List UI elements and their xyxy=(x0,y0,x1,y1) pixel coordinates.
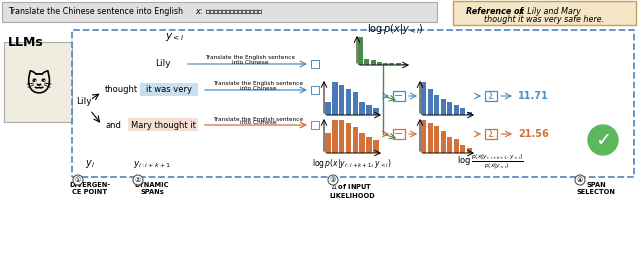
Text: ✓: ✓ xyxy=(595,130,611,150)
Bar xyxy=(467,148,472,153)
Circle shape xyxy=(588,125,618,155)
FancyBboxPatch shape xyxy=(140,83,198,96)
Circle shape xyxy=(73,175,83,185)
Bar xyxy=(360,102,365,115)
Bar xyxy=(377,62,382,65)
Bar xyxy=(383,62,388,65)
Text: into Chinese: into Chinese xyxy=(240,120,276,125)
Bar xyxy=(325,102,331,115)
Bar xyxy=(396,64,401,65)
Bar xyxy=(447,102,452,115)
FancyBboxPatch shape xyxy=(485,129,497,139)
Text: 🐱: 🐱 xyxy=(25,72,51,96)
Text: $\log p(x|y_{<i})$: $\log p(x|y_{<i})$ xyxy=(367,22,424,36)
Bar xyxy=(460,145,465,153)
Bar xyxy=(421,82,426,115)
Bar xyxy=(366,105,372,115)
Bar xyxy=(364,59,369,65)
Text: Translate the English sentence: Translate the English sentence xyxy=(213,81,303,87)
Bar xyxy=(421,120,426,153)
Bar xyxy=(353,92,358,115)
Text: 21.56: 21.56 xyxy=(518,129,548,139)
Text: $\Delta$ of INPUT
LIKELIHOOD: $\Delta$ of INPUT LIKELIHOOD xyxy=(329,182,375,199)
Text: Σ: Σ xyxy=(488,129,494,139)
Bar xyxy=(366,137,372,153)
Text: Reference of: Reference of xyxy=(466,8,525,17)
FancyBboxPatch shape xyxy=(453,1,636,25)
Bar xyxy=(360,133,365,153)
Text: $\log p(x|y_{i:i+k+1}, y_{<i})$: $\log p(x|y_{i:i+k+1}, y_{<i})$ xyxy=(312,157,392,170)
Text: : Lily and Mary: : Lily and Mary xyxy=(522,8,581,17)
Circle shape xyxy=(133,175,143,185)
Text: into Chinese: into Chinese xyxy=(240,85,276,90)
FancyBboxPatch shape xyxy=(393,91,405,101)
Bar xyxy=(346,88,351,115)
Text: $y_i$: $y_i$ xyxy=(85,158,95,170)
FancyBboxPatch shape xyxy=(485,91,497,101)
Text: −: − xyxy=(394,91,404,101)
Bar xyxy=(332,82,337,115)
Bar xyxy=(371,60,376,65)
Bar xyxy=(339,120,344,153)
Bar xyxy=(389,63,394,65)
Bar xyxy=(454,105,459,115)
Bar xyxy=(402,64,407,65)
Text: SPAN
SELECTON: SPAN SELECTON xyxy=(577,182,616,195)
Text: thought: thought xyxy=(105,85,138,95)
FancyBboxPatch shape xyxy=(4,42,72,122)
Text: −: − xyxy=(394,129,404,139)
Text: it was very: it was very xyxy=(146,85,192,95)
Text: Lily: Lily xyxy=(155,60,171,69)
Bar xyxy=(428,123,433,153)
Bar xyxy=(440,131,446,153)
Bar xyxy=(434,125,439,153)
Text: ④: ④ xyxy=(577,177,583,183)
Text: $\log\frac{p(x|y_{i:i+k+1}, y_{<i})}{p(x|y_{<i})}$: $\log\frac{p(x|y_{i:i+k+1}, y_{<i})}{p(x… xyxy=(457,153,524,172)
Bar xyxy=(428,88,433,115)
Bar xyxy=(440,99,446,115)
Bar xyxy=(447,137,452,153)
Text: DIVERGEN-
CE POINT: DIVERGEN- CE POINT xyxy=(69,182,111,195)
Text: Translate the English sentence: Translate the English sentence xyxy=(213,116,303,122)
Bar xyxy=(358,37,363,65)
FancyBboxPatch shape xyxy=(128,118,198,131)
Text: LLMs: LLMs xyxy=(8,36,44,48)
Bar xyxy=(373,140,379,153)
Bar xyxy=(454,139,459,153)
Text: DYNAMIC
SPANs: DYNAMIC SPANs xyxy=(135,182,169,195)
Text: $x$: 莉莉和玛丽认为这里非常安全。: $x$: 莉莉和玛丽认为这里非常安全。 xyxy=(195,8,263,17)
Bar xyxy=(353,127,358,153)
FancyBboxPatch shape xyxy=(2,2,437,22)
FancyBboxPatch shape xyxy=(393,129,405,139)
Text: Lily: Lily xyxy=(76,97,92,106)
Text: into Chinese: into Chinese xyxy=(232,60,268,64)
Bar xyxy=(339,85,344,115)
Text: $y_{<i}$: $y_{<i}$ xyxy=(165,31,185,43)
FancyBboxPatch shape xyxy=(311,60,319,68)
Text: 11.71: 11.71 xyxy=(518,91,548,101)
Text: Translate the Chinese sentence into English: Translate the Chinese sentence into Engl… xyxy=(8,8,183,17)
Bar xyxy=(373,108,379,115)
Text: ③: ③ xyxy=(330,177,336,183)
Text: $y_{i:i+k+1}$: $y_{i:i+k+1}$ xyxy=(133,159,171,170)
Text: Σ: Σ xyxy=(488,91,494,101)
Bar xyxy=(346,123,351,153)
Bar xyxy=(460,108,465,115)
FancyBboxPatch shape xyxy=(311,121,319,129)
Bar xyxy=(467,112,472,115)
Text: ①: ① xyxy=(75,177,81,183)
Text: and: and xyxy=(105,120,121,129)
Bar xyxy=(332,120,337,153)
Text: thought it was very safe here.: thought it was very safe here. xyxy=(484,15,604,25)
Bar xyxy=(434,95,439,115)
Text: x: x xyxy=(518,8,523,17)
Circle shape xyxy=(328,175,338,185)
Text: ②: ② xyxy=(135,177,141,183)
Bar xyxy=(325,133,331,153)
Text: Translate the English sentence: Translate the English sentence xyxy=(205,55,295,60)
Circle shape xyxy=(575,175,585,185)
Text: Mary thought it: Mary thought it xyxy=(131,120,195,129)
FancyBboxPatch shape xyxy=(311,86,319,94)
